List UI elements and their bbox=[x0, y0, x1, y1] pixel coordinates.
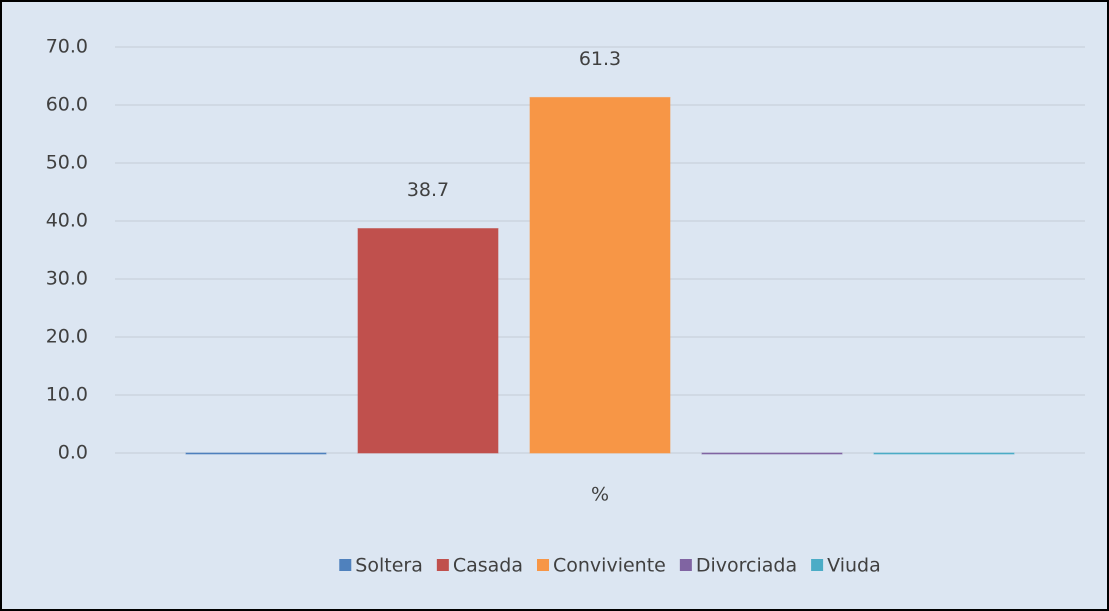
y-tick-label: 20.0 bbox=[46, 326, 88, 348]
legend-swatch bbox=[339, 559, 352, 571]
legend-label: Viuda bbox=[827, 555, 881, 577]
y-tick-label: 60.0 bbox=[46, 94, 88, 116]
legend-swatch bbox=[811, 559, 824, 571]
data-label: 61.3 bbox=[579, 48, 621, 70]
legend-label: Casada bbox=[453, 555, 523, 577]
y-tick-label: 40.0 bbox=[46, 210, 88, 232]
legend-label: Soltera bbox=[355, 555, 423, 577]
bar bbox=[701, 452, 843, 455]
legend-label: Conviviente bbox=[553, 555, 666, 577]
y-tick-label: 30.0 bbox=[46, 268, 88, 290]
bar bbox=[185, 452, 327, 455]
bar bbox=[873, 452, 1015, 455]
y-tick-label: 50.0 bbox=[46, 152, 88, 174]
y-tick-label: 10.0 bbox=[46, 384, 88, 406]
y-tick-label: 70.0 bbox=[46, 36, 88, 58]
bar bbox=[357, 228, 499, 454]
data-label: 38.7 bbox=[407, 179, 449, 201]
legend-swatch bbox=[537, 559, 549, 571]
x-tick-label: % bbox=[591, 484, 609, 506]
legend-swatch bbox=[679, 559, 692, 571]
legend-label: Divorciada bbox=[696, 555, 797, 577]
y-tick-label: 0.0 bbox=[58, 442, 88, 464]
legend-swatch bbox=[436, 559, 449, 571]
bar bbox=[529, 96, 671, 454]
